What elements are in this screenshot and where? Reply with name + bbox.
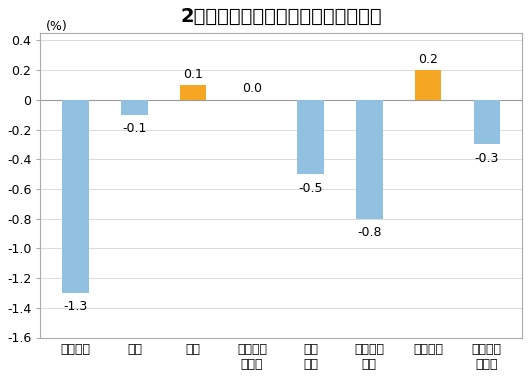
Text: (%): (%) — [47, 20, 68, 33]
Bar — [415, 70, 441, 100]
Bar — [121, 100, 148, 115]
Text: 0.1: 0.1 — [183, 68, 203, 81]
Bar — [473, 100, 500, 144]
Text: 0.2: 0.2 — [418, 53, 438, 66]
Text: -0.5: -0.5 — [298, 181, 323, 195]
Bar — [62, 100, 89, 293]
Text: -0.3: -0.3 — [475, 152, 499, 165]
Bar — [297, 100, 324, 174]
Bar — [180, 85, 206, 100]
Bar — [356, 100, 382, 219]
Text: -0.8: -0.8 — [357, 226, 381, 239]
Text: -1.3: -1.3 — [63, 301, 88, 313]
Text: 0.0: 0.0 — [242, 82, 262, 95]
Title: 2月份居民消费价格分类别环比涨跌幅: 2月份居民消费价格分类别环比涨跌幅 — [180, 7, 382, 26]
Text: -0.1: -0.1 — [122, 122, 147, 135]
